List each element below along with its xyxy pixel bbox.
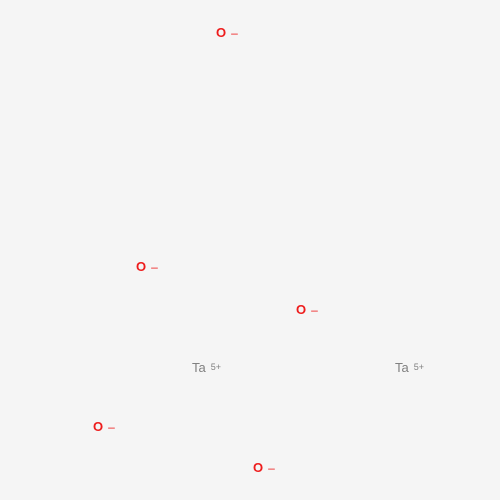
oxygen-ion: O – [136,259,158,275]
atom-charge: – [231,26,238,40]
atom-charge: – [108,420,115,434]
tantalum-ion: Ta 5+ [192,360,221,376]
atom-charge: – [268,461,275,475]
atom-symbol: O [136,259,147,274]
atom-charge: 5+ [210,362,221,372]
atom-charge: – [311,303,318,317]
atom-charge: 5+ [413,362,424,372]
oxygen-ion: O – [253,460,275,476]
atom-symbol: O [216,25,227,40]
atom-symbol: Ta [395,360,409,375]
oxygen-ion: O – [296,302,318,318]
atom-symbol: O [253,460,264,475]
atom-charge: – [151,260,158,274]
tantalum-ion: Ta 5+ [395,360,424,376]
atom-symbol: O [296,302,307,317]
atom-symbol: Ta [192,360,206,375]
oxygen-ion: O – [93,419,115,435]
oxygen-ion: O – [216,25,238,41]
atom-symbol: O [93,419,104,434]
